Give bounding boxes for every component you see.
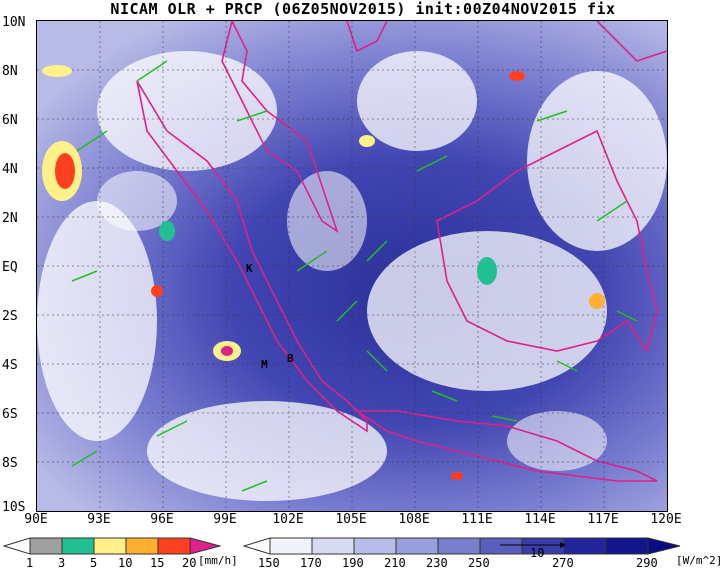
lat-label: 2S: [2, 309, 18, 324]
olr-label: 290: [636, 556, 658, 570]
lat-label: 10N: [2, 15, 26, 30]
lon-label: 93E: [87, 512, 111, 527]
olr-label: 150: [258, 556, 280, 570]
lon-label: 108E: [398, 512, 430, 527]
olr-label: 170: [300, 556, 322, 570]
precip-label: 20: [182, 556, 197, 570]
city-marker-m: M: [261, 358, 268, 371]
lon-label: 99E: [213, 512, 237, 527]
lon-label: 117E: [587, 512, 619, 527]
olr-label: 270: [552, 556, 574, 570]
lat-label: 2N: [2, 211, 18, 226]
precip-label: 3: [58, 556, 66, 570]
olr-unit: [W/m^2]: [676, 554, 723, 567]
olr-label: 250: [468, 556, 490, 570]
lon-label: 105E: [335, 512, 367, 527]
lat-label: 6S: [2, 407, 18, 422]
vector-reference-label: 10: [530, 546, 545, 560]
precip-label: 10: [118, 556, 133, 570]
lon-label: 96E: [150, 512, 174, 527]
lat-label: EQ: [2, 260, 18, 275]
lon-label: 102E: [272, 512, 304, 527]
olr-label: 190: [342, 556, 364, 570]
precip-colorbar: [2, 537, 681, 555]
lat-label: 4S: [2, 358, 18, 373]
lat-label: 8S: [2, 456, 18, 471]
lat-label: 8N: [2, 64, 18, 79]
lon-label: 90E: [24, 512, 48, 527]
city-marker-b: B: [287, 352, 294, 365]
precip-label: 5: [90, 556, 98, 570]
lon-label: 114E: [524, 512, 556, 527]
olr-label: 210: [384, 556, 406, 570]
lat-label: 6N: [2, 113, 18, 128]
map-panel: [36, 20, 668, 512]
olr-label: 230: [426, 556, 448, 570]
precip-label: 15: [150, 556, 165, 570]
lat-label: 4N: [2, 162, 18, 177]
precip-label: 1: [26, 556, 34, 570]
map-title: NICAM OLR + PRCP (06Z05NOV2015) init:00Z…: [110, 0, 616, 18]
lat-label: 10S: [2, 500, 26, 515]
map-overlay: [37, 21, 667, 511]
lon-label: 111E: [461, 512, 493, 527]
lon-label: 120E: [650, 512, 682, 527]
precip-unit: [mm/h]: [198, 554, 238, 567]
city-marker-k: K: [246, 262, 253, 275]
